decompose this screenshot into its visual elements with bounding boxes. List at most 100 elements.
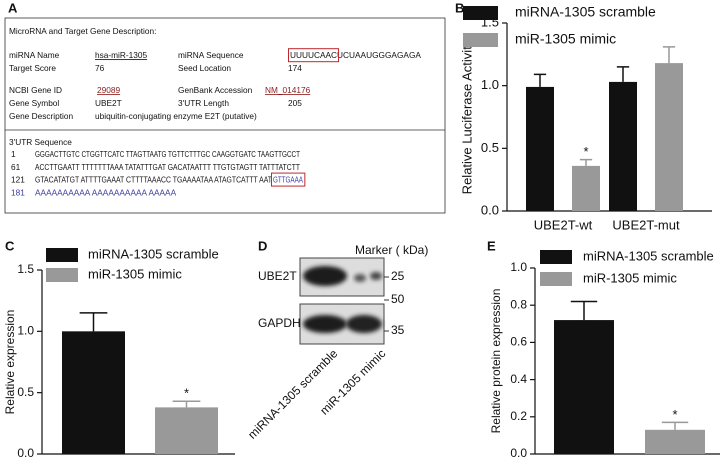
field-label: Target Score bbox=[9, 63, 56, 73]
legend-swatch bbox=[46, 268, 78, 282]
panel-label: C bbox=[5, 238, 15, 253]
band bbox=[303, 315, 347, 333]
bar bbox=[62, 331, 125, 454]
lane-label: miRNA-1305 scramble bbox=[245, 346, 340, 441]
y-tick-label: 1.0 bbox=[481, 77, 499, 92]
bar bbox=[655, 63, 683, 212]
section-title: MicroRNA and Target Gene Description: bbox=[9, 26, 156, 36]
highlight-box bbox=[288, 48, 340, 63]
legend-label: miR-1305 mimic bbox=[88, 266, 182, 281]
panel-label: B bbox=[455, 0, 464, 15]
significance-mark: * bbox=[672, 407, 677, 422]
field-label: miRNA Name bbox=[9, 50, 60, 60]
y-tick-label: 0.0 bbox=[481, 202, 499, 217]
error-bar bbox=[570, 300, 598, 321]
significance-mark: * bbox=[184, 386, 189, 401]
y-tick-label: 0.0 bbox=[510, 446, 527, 460]
legend-swatch bbox=[540, 272, 572, 286]
y-tick-label: 0.8 bbox=[510, 297, 527, 311]
significance-mark: * bbox=[583, 144, 588, 159]
error-bar bbox=[616, 66, 630, 82]
field-value: UCUAAUGGGAGAGA bbox=[337, 50, 421, 60]
marker-label: 35 bbox=[391, 323, 405, 337]
field-label: Gene Description bbox=[9, 111, 73, 121]
legend-swatch bbox=[463, 33, 498, 47]
panel-a-box bbox=[4, 17, 446, 214]
marker-title: Marker ( kDa) bbox=[355, 243, 428, 257]
y-tick-label: 0.5 bbox=[481, 140, 499, 155]
legend-swatch bbox=[540, 250, 572, 264]
field-label: 3'UTR Length bbox=[178, 98, 229, 108]
field-label: miRNA Sequence bbox=[178, 50, 244, 60]
legend-label: miRNA-1305 scramble bbox=[583, 248, 714, 263]
y-tick-label: 0.5 bbox=[17, 385, 34, 399]
sequence: GGGACTTGTC CTGGTTCATC TTAGTTAATG TGTTCTT… bbox=[35, 149, 300, 159]
sequence-start: 121 bbox=[11, 175, 25, 185]
y-tick-label: 0.6 bbox=[510, 335, 527, 349]
legend-swatch bbox=[46, 248, 78, 262]
legend-label: miR-1305 mimic bbox=[515, 31, 616, 47]
field-label: NCBI Gene ID bbox=[9, 85, 62, 95]
sequence-start: 1 bbox=[11, 149, 16, 159]
y-tick-label: 1.0 bbox=[17, 324, 34, 338]
legend-label: miRNA-1305 scramble bbox=[88, 246, 219, 261]
y-axis-label: Relative expression bbox=[3, 310, 17, 415]
y-axis-label: Relative protein expression bbox=[489, 289, 503, 434]
sequence: AAAAAAAAAA AAAAAAAAAA AAAAA bbox=[35, 187, 177, 197]
field-value: 29089 bbox=[97, 85, 120, 95]
y-tick-label: 0.0 bbox=[17, 446, 34, 460]
field-value: 174 bbox=[288, 63, 302, 73]
legend-label: miRNA-1305 scramble bbox=[515, 4, 656, 20]
error-bar bbox=[661, 421, 689, 430]
field-label: GenBank Accession bbox=[178, 85, 253, 95]
section-title: 3'UTR Sequence bbox=[9, 137, 72, 147]
y-axis-label: Relative Luciferase Activity bbox=[459, 39, 474, 194]
field-value: 76 bbox=[95, 63, 105, 73]
highlight-box bbox=[271, 172, 306, 187]
bar bbox=[554, 320, 614, 454]
error-bar bbox=[79, 312, 108, 332]
seed-sequence: UUUUCAAC bbox=[290, 50, 337, 60]
field-value: 205 bbox=[288, 98, 302, 108]
y-tick-label: 0.2 bbox=[510, 409, 527, 423]
bar bbox=[526, 86, 554, 211]
field-label: Gene Symbol bbox=[9, 98, 59, 108]
sequence: GTACATATGT ATTTTGAAAT CTTTTAAACC TGAAAAT… bbox=[35, 175, 272, 185]
field-value: UBE2T bbox=[95, 98, 122, 108]
y-tick-label: 0.4 bbox=[510, 372, 527, 386]
error-bar bbox=[662, 46, 676, 64]
legend-label: miR-1305 mimic bbox=[583, 270, 677, 285]
field-value: hsa-miR-1305 bbox=[95, 50, 147, 60]
panel-label: E bbox=[487, 238, 496, 253]
band bbox=[370, 272, 382, 280]
error-bar bbox=[533, 73, 547, 87]
sequence-start: 181 bbox=[11, 187, 25, 197]
sequence-start: 61 bbox=[11, 162, 21, 172]
field-value: ubiquitin-conjugating enzyme E2T (putati… bbox=[95, 111, 257, 121]
row-label: UBE2T bbox=[258, 269, 297, 283]
error-bar bbox=[579, 158, 593, 166]
y-tick-label: 1.5 bbox=[17, 262, 34, 276]
bar bbox=[645, 429, 705, 454]
band bbox=[346, 315, 382, 333]
field-value: NM_014176 bbox=[265, 85, 311, 95]
binding-site: GTTGAAA bbox=[273, 175, 303, 185]
marker-label: 25 bbox=[391, 269, 405, 283]
marker-label: 50 bbox=[391, 292, 405, 306]
band bbox=[303, 266, 347, 286]
y-tick-label: 1.0 bbox=[510, 260, 527, 274]
error-bar bbox=[172, 400, 201, 408]
legend-swatch bbox=[463, 6, 498, 20]
x-tick-label: UBE2T-wt bbox=[534, 217, 593, 232]
panel-label: A bbox=[8, 0, 18, 15]
bar bbox=[572, 165, 600, 211]
bar bbox=[609, 81, 637, 211]
bar bbox=[155, 407, 218, 454]
row-label: GAPDH bbox=[258, 316, 301, 330]
sequence: ACCTTGAATT TTTTTTTAAA TATATTTGAT GACATAA… bbox=[35, 162, 300, 172]
panel-label: D bbox=[258, 238, 267, 253]
band bbox=[354, 274, 366, 282]
field-label: Seed Location bbox=[178, 63, 231, 73]
x-tick-label: UBE2T-mut bbox=[612, 217, 680, 232]
